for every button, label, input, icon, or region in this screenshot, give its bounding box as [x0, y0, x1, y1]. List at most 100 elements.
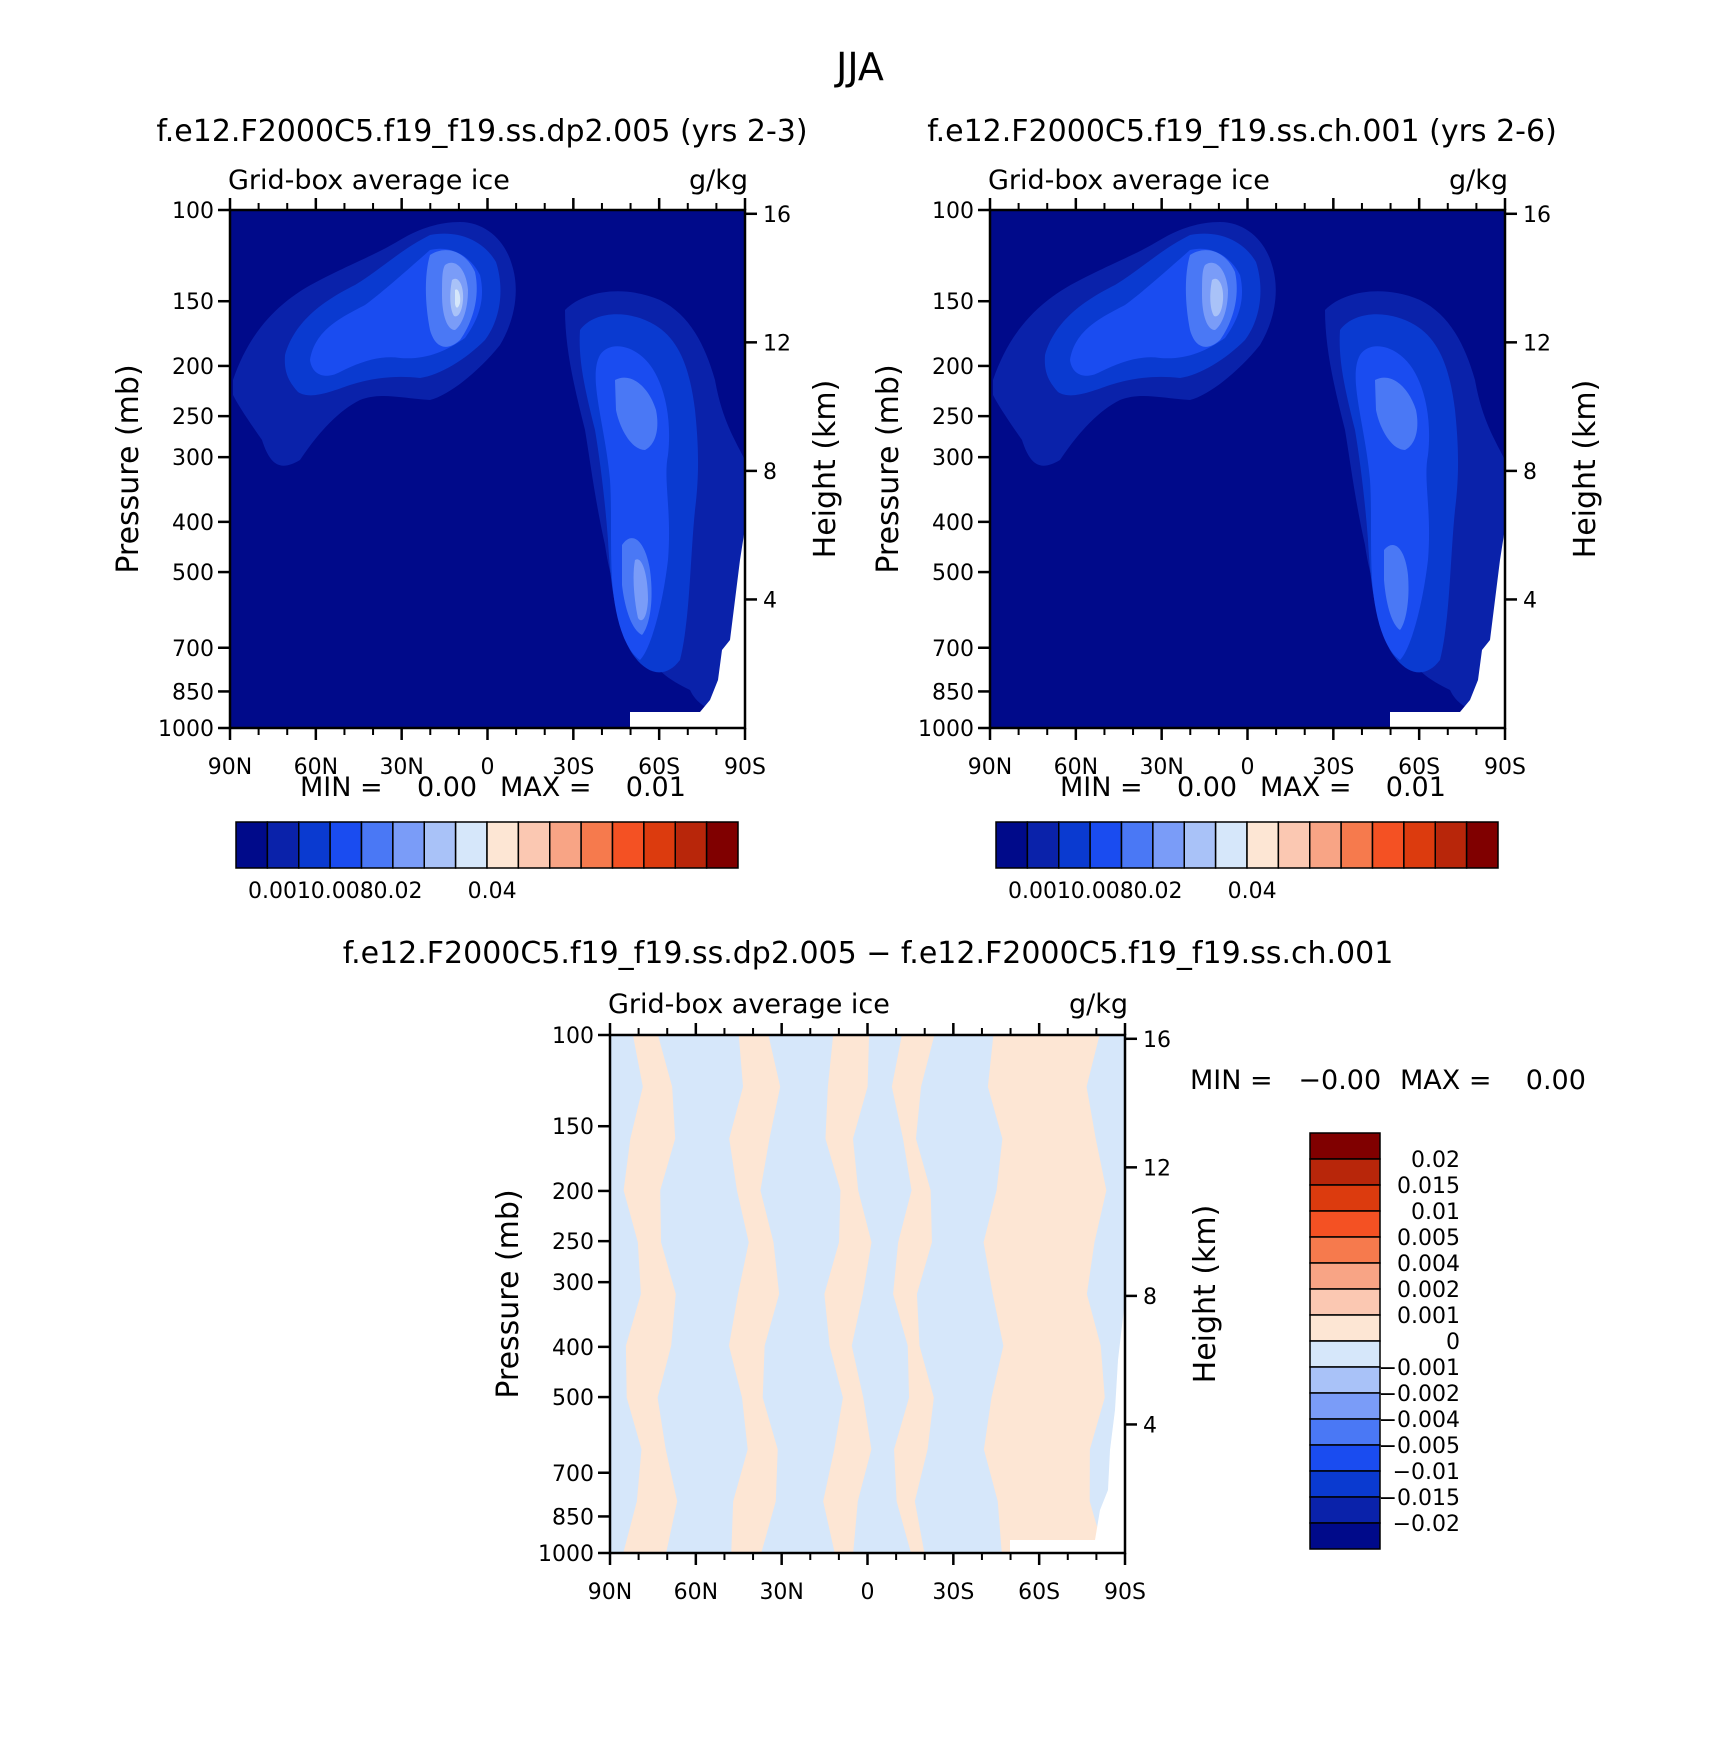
colorbar-box: [1058, 821, 1091, 869]
colorbar-box: [1309, 1288, 1381, 1316]
colorbar-box: [1277, 821, 1311, 869]
positive-band: [983, 1035, 1107, 1553]
y-tick-label: 150: [932, 290, 974, 315]
y-tick-label: 200: [172, 355, 214, 380]
colorbar-label: 0.002: [1397, 1278, 1460, 1303]
colorbar-box: [1309, 1366, 1381, 1394]
y-tick-label: 1000: [918, 717, 974, 742]
positive-band: [623, 1035, 678, 1553]
colorbar-label: −0.02: [1393, 1512, 1460, 1537]
y-tick-label: 250: [932, 405, 974, 430]
x-tick-label: 90S: [1484, 755, 1526, 780]
colorbar-label: 0: [1446, 1330, 1460, 1355]
y2-tick-label: 12: [1143, 1156, 1171, 1181]
colorbar-box: [549, 821, 582, 869]
y-tick-label: 300: [172, 446, 214, 471]
colorbar-box: [298, 821, 331, 869]
colorbar-box: [1026, 821, 1060, 869]
colorbar-label: 0.02: [1411, 1148, 1460, 1173]
colorbar-box: [1120, 821, 1154, 869]
y-tick-label: 500: [552, 1386, 594, 1411]
y-tick-label: 250: [172, 405, 214, 430]
colorbar-box: [674, 821, 708, 869]
y-tick-label: 850: [172, 680, 214, 705]
y-tick-label: 150: [552, 1115, 594, 1140]
positive-band: [823, 1035, 872, 1553]
x-tick-label: 0: [481, 755, 495, 780]
colorbar-box: [1309, 1444, 1381, 1472]
y-tick-label: 300: [552, 1271, 594, 1296]
x-tick-label: 90N: [208, 755, 252, 780]
y-tick-label: 400: [172, 511, 214, 536]
x-tick-label: 60N: [1054, 755, 1098, 780]
y2-tick-label: 12: [763, 331, 791, 356]
colorbar-label: 0.001: [1397, 1304, 1460, 1329]
x-tick-label: 30S: [552, 755, 594, 780]
panel-2-title: f.e12.F2000C5.f19_f19.ss.ch.001 (yrs 2-6…: [927, 114, 1557, 149]
colorbar-box: [1371, 821, 1405, 869]
colorbar-box: [1183, 821, 1217, 869]
colorbar-box: [235, 821, 269, 869]
colorbar-box: [1246, 821, 1280, 869]
y2-tick-label: 4: [1523, 588, 1537, 613]
y-tick-label: 700: [552, 1462, 594, 1487]
y-tick-label: 250: [552, 1230, 594, 1255]
colorbar-box: [1309, 1262, 1381, 1290]
colorbar-box: [611, 821, 645, 869]
panel-2-field: [990, 210, 1505, 728]
colorbar-box: [580, 821, 614, 869]
colorbar-box: [423, 821, 457, 869]
panel-1-max: MAX = 0.01: [500, 772, 686, 803]
colorbar-box: [1309, 1184, 1381, 1212]
colorbar-box: [1309, 1496, 1381, 1524]
panel-2-right-label: g/kg: [1449, 165, 1508, 196]
panel-3-colorbar: 0.020.0150.010.0050.0040.0020.0010−0.001…: [1309, 1132, 1460, 1550]
panel-1-field: [230, 210, 745, 728]
y-tick-label: 700: [172, 637, 214, 662]
panel-1-min: MIN = 0.00: [300, 772, 477, 803]
colorbar-label: 0.015: [1397, 1174, 1460, 1199]
x-tick-label: 0: [861, 1580, 875, 1605]
panel-1-title: f.e12.F2000C5.f19_f19.ss.dp2.005 (yrs 2-…: [156, 114, 807, 149]
panel-3-max: MAX = 0.00: [1400, 1065, 1586, 1096]
colorbar-box: [1465, 821, 1499, 869]
x-tick-label: 30N: [379, 755, 423, 780]
panel-3-field: [610, 1035, 1125, 1553]
colorbar-label: 0.02: [1134, 879, 1183, 904]
panel-1-colorbar: 0.001 0.008 0.02 0.04: [235, 821, 739, 904]
panel-2: f.e12.F2000C5.f19_f19.ss.ch.001 (yrs 2-6…: [871, 114, 1603, 904]
panel-1-left-label: Grid-box average ice: [228, 165, 510, 196]
y2-tick-label: 12: [1523, 331, 1551, 356]
panel-3-axes: 90N 60N 30N 0 30S 60S 90S 100 150 200 250 300 400 500…: [491, 1023, 1223, 1605]
colorbar-label: −0.01: [1393, 1460, 1460, 1485]
x-tick-label: 0: [1241, 755, 1255, 780]
y-tick-label: 100: [172, 199, 214, 224]
x-tick-label: 30N: [759, 1580, 803, 1605]
colorbar-box: [329, 821, 363, 869]
y2-tick-label: 8: [1143, 1285, 1157, 1310]
colorbar-label: 0.01: [1411, 1200, 1460, 1225]
colorbar-box: [1309, 1392, 1381, 1420]
y2-tick-label: 4: [763, 588, 777, 613]
y-tick-label: 300: [932, 446, 974, 471]
colorbar-box: [1089, 821, 1123, 869]
x-tick-label: 60S: [638, 755, 680, 780]
y-tick-label: 700: [932, 637, 974, 662]
colorbar-label: −0.004: [1379, 1408, 1460, 1433]
colorbar-box: [1309, 1236, 1381, 1264]
y-tick-label: 200: [932, 355, 974, 380]
colorbar-box: [360, 821, 394, 869]
colorbar-box: [1309, 1470, 1381, 1498]
y-tick-label: 150: [172, 290, 214, 315]
positive-band: [728, 1035, 781, 1553]
panel-3-right-label: g/kg: [1069, 989, 1128, 1020]
x-tick-label: 90S: [724, 755, 766, 780]
y-tick-label: 400: [932, 511, 974, 536]
y2-tick-label: 8: [1523, 460, 1537, 485]
colorbar-box: [1403, 821, 1436, 869]
colorbar-box: [266, 821, 300, 869]
panel-2-left-label: Grid-box average ice: [988, 165, 1270, 196]
x-tick-label: 60N: [294, 755, 338, 780]
x-tick-label: 90S: [1104, 1580, 1146, 1605]
colorbar-box: [995, 821, 1029, 869]
